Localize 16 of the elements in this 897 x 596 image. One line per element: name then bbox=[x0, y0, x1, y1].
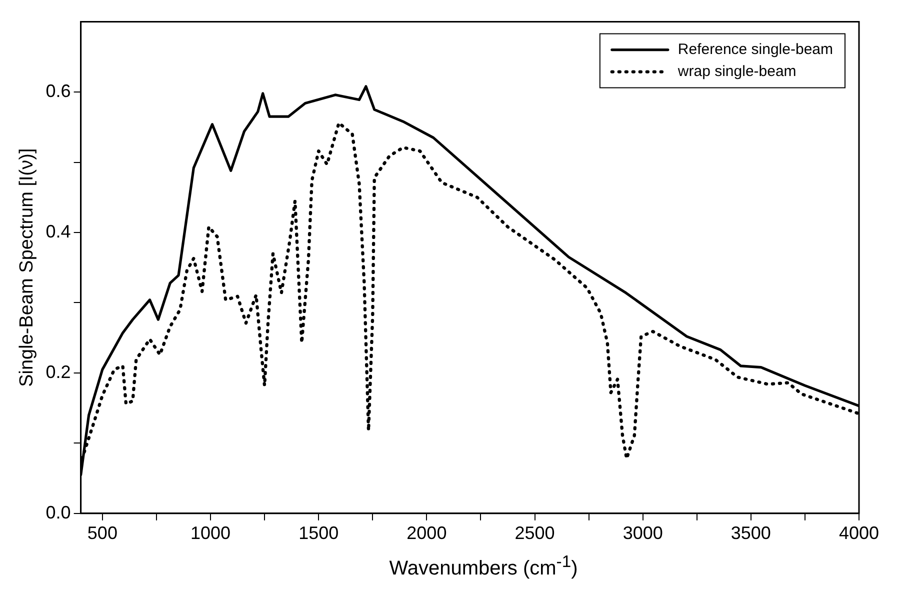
legend-label: Reference single-beam bbox=[678, 40, 834, 58]
y-tick-label: 0.6 bbox=[46, 80, 71, 101]
y-axis-title: Single-Beam Spectrum [I(ν)] bbox=[16, 148, 38, 387]
text: 0.0 bbox=[46, 502, 71, 522]
x-tick-label: 2000 bbox=[406, 523, 447, 544]
x-tick-label: 1500 bbox=[298, 523, 339, 544]
x-tick-label: 1000 bbox=[190, 523, 231, 544]
legend-label: wrap single-beam bbox=[676, 62, 796, 80]
x-tick-label: 4000 bbox=[838, 523, 880, 544]
x-tick-label: 500 bbox=[87, 523, 118, 544]
x-tick-label: 2500 bbox=[514, 523, 555, 544]
y-tick-label: 0.2 bbox=[46, 362, 71, 382]
x-tick-label: 3000 bbox=[622, 523, 663, 544]
x-tick-label: 3500 bbox=[730, 523, 771, 544]
y-tick-label: 0.4 bbox=[46, 221, 71, 242]
x-axis-title: Wavenumbers (cm$^{-1}$) bbox=[388, 552, 579, 581]
